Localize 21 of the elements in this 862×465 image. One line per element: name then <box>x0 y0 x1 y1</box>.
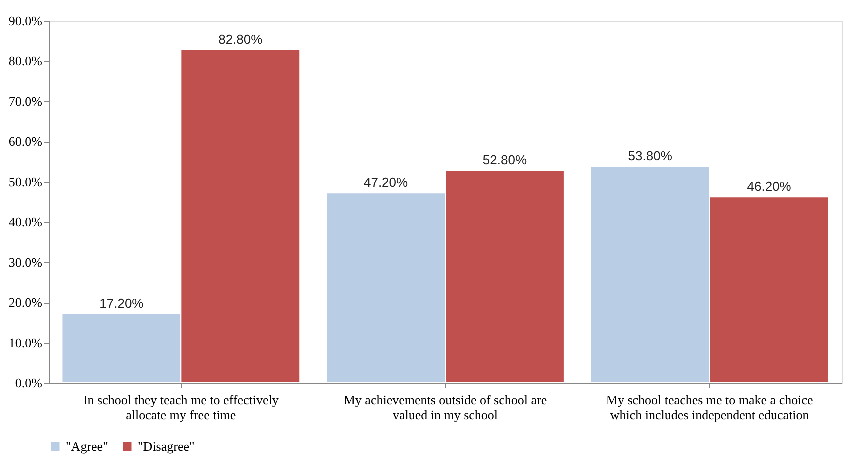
data-label: 47.20% <box>364 175 409 190</box>
y-tick-label: 10.0% <box>8 335 43 350</box>
x-tick-label: In school they teach me to effectively allocate my free time <box>83 392 280 422</box>
legend-label: "Agree" <box>66 438 108 454</box>
y-tick-label: 60.0% <box>8 134 43 150</box>
data-label: 52.80% <box>482 152 528 168</box>
y-tick-label: 50.0% <box>8 174 43 190</box>
y-tick-label: 90.0% <box>8 14 43 28</box>
x-tick-label: My achievements outside of school are valued in my school <box>344 392 548 422</box>
data-label: 17.20% <box>100 296 144 311</box>
data-label: 46.20% <box>747 179 792 194</box>
legend-label: "Disagree" <box>138 438 195 454</box>
y-tick-label: 70.0% <box>8 94 43 109</box>
y-tick-label: 20.0% <box>8 295 43 310</box>
x-tick-label: My school teaches me to make a choice which includes independent education <box>606 392 814 422</box>
y-tick-label: 30.0% <box>8 254 43 270</box>
data-label: 82.80% <box>218 32 264 47</box>
y-tick-label: 80.0% <box>8 54 43 69</box>
y-tick-label: 40.0% <box>8 214 43 230</box>
data-label: 53.80% <box>628 148 673 164</box>
y-tick-label: 0.0% <box>15 376 43 390</box>
